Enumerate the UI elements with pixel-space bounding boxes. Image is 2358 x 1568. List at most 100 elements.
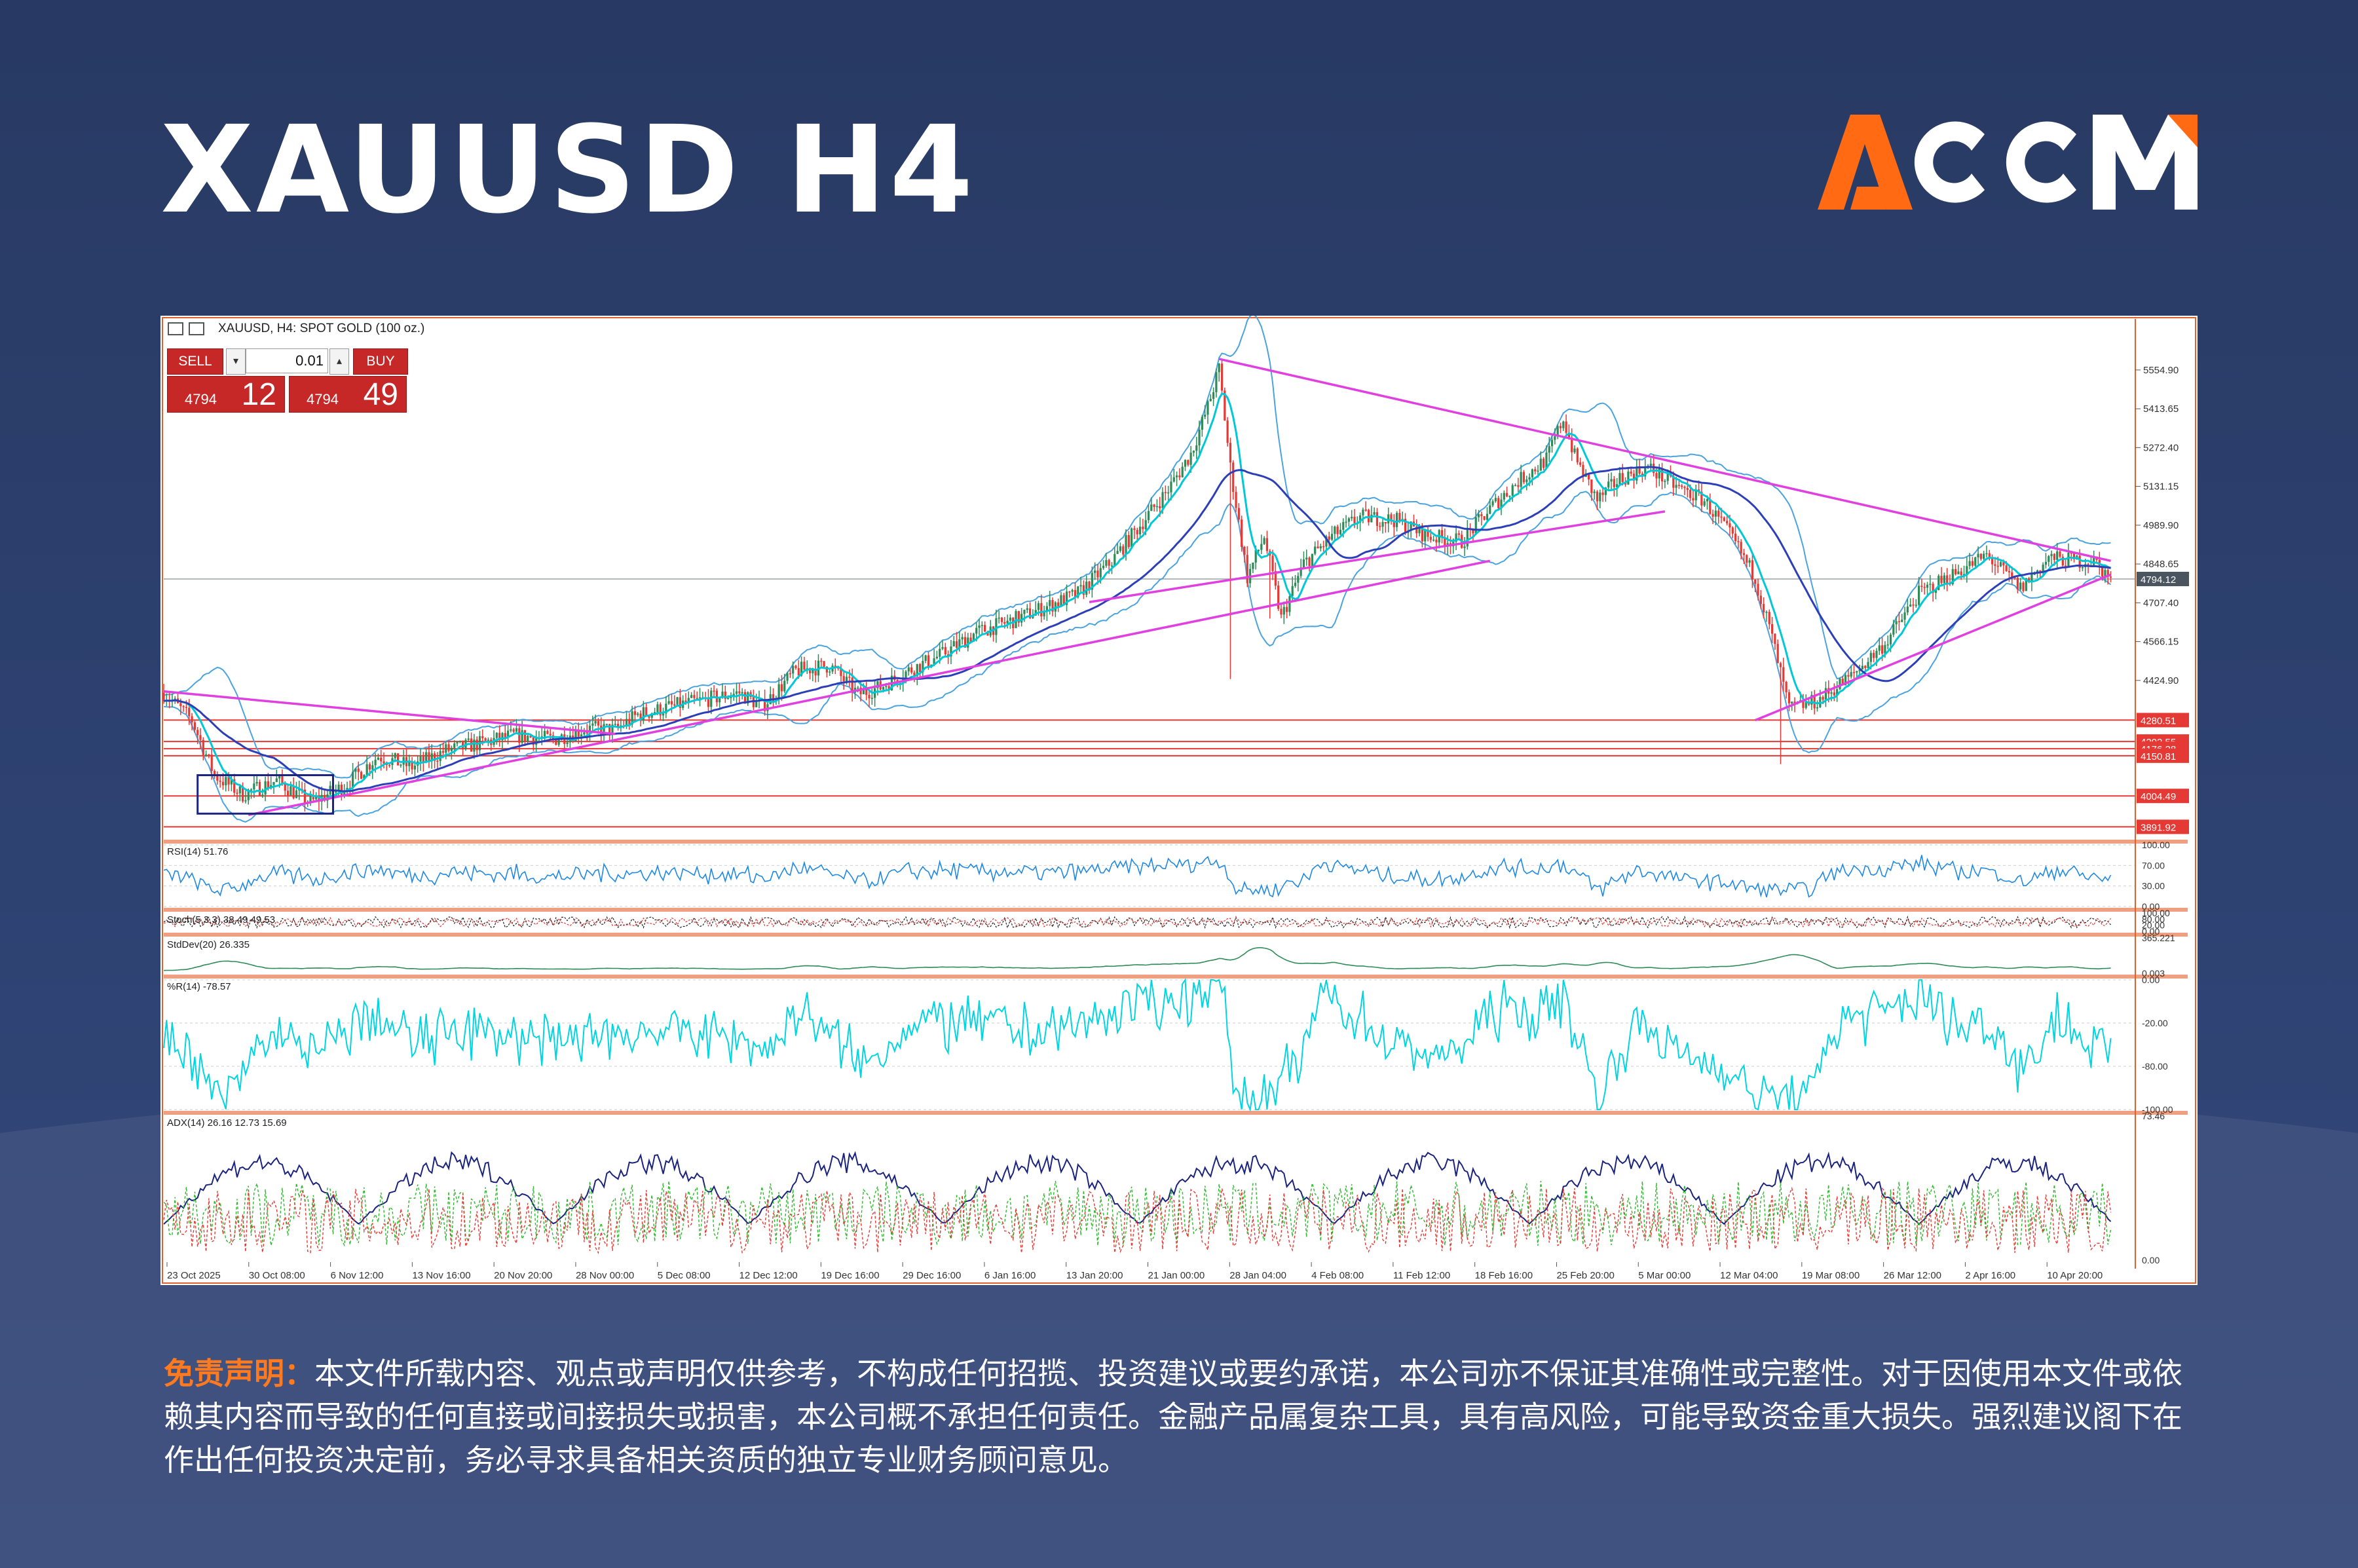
candle-body [1734, 533, 1737, 542]
candle-body [394, 753, 396, 758]
candle-body [1740, 542, 1742, 553]
candle-body [1946, 575, 1949, 584]
price-chart[interactable]: 4280.514202.554176.284150.814004.493891.… [160, 316, 2198, 1285]
candle-body [2013, 577, 2016, 579]
candle-body [498, 732, 501, 741]
candle-body [800, 662, 803, 676]
candle-body [286, 791, 290, 796]
candle-body [1260, 544, 1263, 550]
candle-body [1376, 512, 1379, 526]
candle-body [275, 778, 278, 782]
candle-body [1114, 553, 1116, 566]
candle-body [1717, 510, 1720, 517]
candle-body [1554, 436, 1556, 440]
buy-button[interactable]: BUY [353, 348, 408, 375]
candle-body [1094, 570, 1096, 573]
candle-body [1979, 553, 1982, 559]
candle-body [2050, 553, 2053, 557]
candle-body [1472, 529, 1474, 534]
candle-body [605, 724, 608, 725]
chart-menu-icon[interactable] [168, 322, 183, 335]
chart-panel[interactable]: 4280.514202.554176.284150.814004.493891.… [160, 316, 2198, 1285]
candle-body [467, 738, 470, 740]
candle-body [1367, 510, 1370, 523]
candle-body [357, 768, 360, 772]
candle-body [162, 692, 165, 701]
chart-window-icon[interactable] [189, 322, 204, 335]
sell-button[interactable]: SELL [167, 348, 223, 375]
candle-body [458, 740, 461, 742]
candle-body [620, 725, 622, 727]
candle-body [411, 760, 413, 770]
candle-body [199, 735, 202, 740]
candle-body [543, 731, 546, 737]
lot-size-input[interactable] [246, 348, 328, 373]
candle-body [633, 711, 637, 715]
candle-body [1604, 487, 1607, 495]
candle-body [1189, 453, 1192, 465]
candle-body [1226, 420, 1229, 443]
candle-body [1440, 530, 1444, 538]
candle-body [608, 724, 611, 735]
candle-body [2061, 556, 2064, 566]
candle-body [735, 691, 738, 694]
time-tick-label: 11 Feb 12:00 [1393, 1270, 1450, 1281]
candle-body [1457, 533, 1460, 535]
candle-body [1302, 559, 1305, 568]
candle-body [600, 725, 603, 735]
lot-decrease-button[interactable]: ▾ [226, 348, 246, 375]
candle-body [1393, 521, 1395, 527]
candle-body [772, 694, 775, 701]
candle-body [1847, 675, 1850, 677]
indicator-tick-label: 0.00 [2142, 975, 2160, 985]
adx-line [163, 1151, 2112, 1225]
candle-body [501, 733, 504, 741]
level-price-label: 3891.92 [2141, 822, 2176, 833]
candle-body [1822, 697, 1824, 700]
rsi-line [163, 855, 2112, 898]
candle-body [2078, 555, 2081, 568]
candle-body [1810, 695, 1813, 705]
candle-body [1765, 612, 1768, 613]
indicator-tick-label: 100.00 [2142, 908, 2170, 918]
candle-body [637, 713, 639, 715]
candle-body [371, 765, 374, 770]
candle-body [1446, 543, 1449, 546]
candle-body [1613, 479, 1615, 487]
candle-body [1517, 485, 1520, 487]
candle-body [267, 781, 269, 789]
indicator-tick-label: 20.00 [2142, 920, 2165, 931]
candle-body [1198, 429, 1201, 446]
candle-body [377, 757, 380, 760]
buy-price-button[interactable]: 4794 49 [289, 376, 407, 413]
candle-body [952, 641, 955, 646]
candle-body [2042, 565, 2044, 573]
candle-body [1232, 462, 1235, 493]
price-tick-label: 4707.40 [2143, 597, 2179, 608]
candle-body [667, 701, 670, 704]
time-tick-label: 13 Nov 16:00 [412, 1270, 470, 1281]
candle-body [1334, 526, 1336, 534]
candle-body [512, 729, 515, 732]
candle-body [1996, 565, 1999, 567]
candle-body [1852, 672, 1856, 673]
candle-body [447, 744, 450, 751]
candle-body [1833, 692, 1835, 696]
candle-body [1856, 671, 1858, 673]
candle-body [1463, 546, 1466, 548]
candle-body [1677, 485, 1681, 486]
level-price-label: 4004.49 [2141, 791, 2176, 802]
candle-body [1977, 553, 1979, 558]
candle-body [433, 753, 436, 761]
candle-body [2070, 552, 2072, 554]
lot-increase-button[interactable]: ▴ [329, 348, 349, 375]
candle-body [1632, 474, 1636, 481]
candle-body [1686, 488, 1689, 490]
candle-body [1926, 584, 1929, 588]
candle-body [862, 689, 865, 694]
candle-body [1579, 462, 1582, 465]
trendline [1755, 573, 2112, 722]
candle-body [1545, 452, 1548, 468]
candle-body [1700, 492, 1703, 506]
sell-price-button[interactable]: 4794 12 [167, 376, 285, 413]
